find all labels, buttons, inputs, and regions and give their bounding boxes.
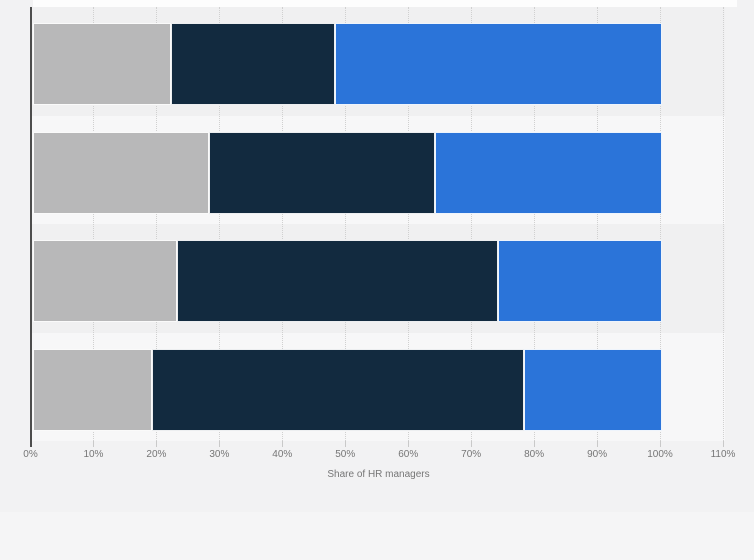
gridline	[219, 7, 221, 441]
gridline	[723, 7, 724, 441]
x-axis-tick-label: 110%	[710, 449, 736, 460]
footer-strip	[0, 512, 754, 560]
x-axis-tick-label: 100%	[647, 449, 673, 460]
x-axis-tick	[219, 441, 221, 447]
x-axis-tick	[597, 441, 599, 447]
bar-segment-blue-segment[interactable]	[435, 131, 663, 214]
bar-segment-blue-segment[interactable]	[334, 23, 663, 105]
gridline	[660, 7, 662, 441]
plot-area	[32, 7, 725, 441]
gridline	[345, 7, 347, 441]
x-axis-tick-label: 70%	[461, 449, 482, 460]
bar-segment-gray-segment[interactable]	[32, 23, 171, 105]
x-axis-tick	[156, 441, 158, 447]
x-axis-tick-label: 30%	[209, 449, 230, 460]
bar-segment-blue-segment[interactable]	[523, 348, 663, 431]
x-axis-tick-label: 0%	[23, 449, 38, 460]
bar-segment-dark-navy-segment[interactable]	[177, 240, 499, 322]
x-axis-tick	[408, 441, 410, 447]
gridline	[597, 7, 599, 441]
x-axis-tick-label: 20%	[146, 449, 167, 460]
bar-segment-blue-segment[interactable]	[498, 240, 663, 322]
gridline	[534, 7, 536, 441]
bar-segment-gray-segment[interactable]	[32, 131, 209, 214]
x-axis-tick	[660, 441, 662, 447]
x-axis-tick-label: 90%	[587, 449, 608, 460]
bar-segment-dark-navy-segment[interactable]	[208, 131, 436, 214]
bar-segment-gray-segment[interactable]	[32, 348, 153, 431]
bar-segment-gray-segment[interactable]	[32, 240, 178, 322]
x-axis-title: Share of HR managers	[327, 469, 430, 480]
x-axis-tick	[282, 441, 284, 447]
x-axis-tick	[534, 441, 536, 447]
x-axis-tick	[723, 441, 724, 447]
bar-segment-dark-navy-segment[interactable]	[152, 348, 524, 431]
x-axis-tick-label: 60%	[398, 449, 419, 460]
gridline	[282, 7, 284, 441]
x-axis-tick-label: 50%	[335, 449, 356, 460]
x-axis-tick	[345, 441, 347, 447]
x-axis-tick	[471, 441, 473, 447]
gridline	[471, 7, 473, 441]
gridline	[156, 7, 158, 441]
top-strip	[33, 0, 737, 7]
y-axis-line	[30, 7, 32, 447]
gridline	[408, 7, 410, 441]
x-axis-tick	[93, 441, 95, 447]
gridline	[93, 7, 95, 441]
x-axis-tick-label: 40%	[272, 449, 293, 460]
x-axis-tick-label: 80%	[524, 449, 545, 460]
bar-segment-dark-navy-segment[interactable]	[171, 23, 335, 105]
x-axis-tick-label: 10%	[83, 449, 104, 460]
